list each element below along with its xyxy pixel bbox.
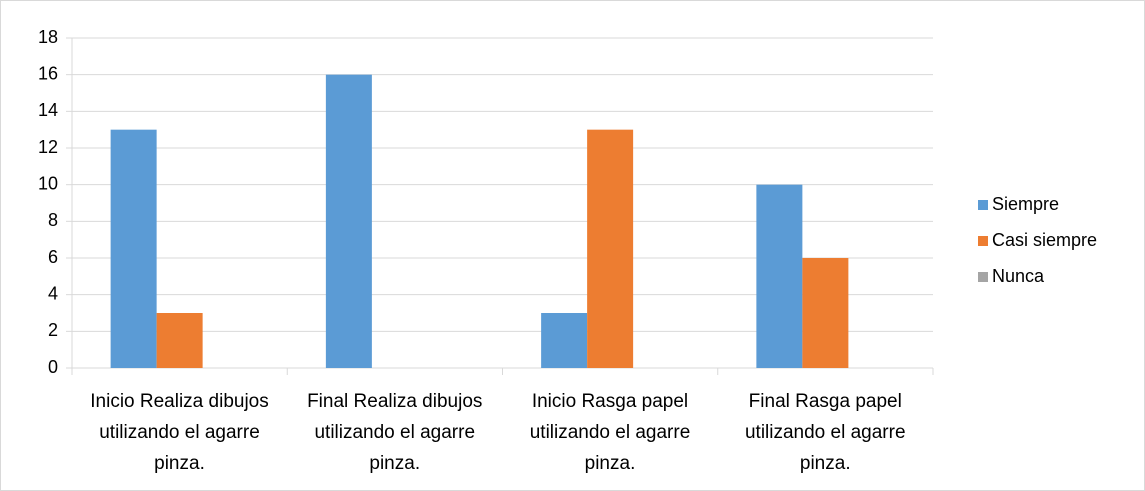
bar — [802, 258, 849, 368]
legend-label: Nunca — [992, 266, 1045, 286]
y-tick-label: 4 — [48, 283, 58, 303]
legend-label: Siempre — [992, 194, 1059, 214]
legend-label: Casi siempre — [992, 230, 1097, 250]
y-tick-label: 6 — [48, 247, 58, 267]
y-tick-label: 10 — [38, 173, 58, 193]
bar — [756, 184, 803, 368]
x-tick-label: Inicio Rasga papel utilizando el agarre … — [529, 391, 691, 474]
bar — [156, 313, 203, 368]
y-tick-label: 12 — [38, 137, 58, 157]
y-tick-label: 16 — [38, 63, 58, 83]
bar — [541, 313, 588, 368]
x-tick-label: Final Rasga papel utilizando el agarre p… — [744, 391, 906, 474]
bar — [110, 129, 157, 368]
y-tick-label: 14 — [38, 100, 58, 120]
bar — [587, 129, 634, 368]
y-tick-label: 2 — [48, 320, 58, 340]
y-tick-label: 8 — [48, 210, 58, 230]
bar — [325, 74, 372, 369]
x-tick-label: Inicio Realiza dibujos utilizando el aga… — [90, 391, 269, 474]
legend-swatch — [978, 236, 988, 246]
x-tick-label: Final Realiza dibujos utilizando el agar… — [307, 391, 483, 474]
y-tick-label: 18 — [38, 27, 58, 47]
y-tick-label: 0 — [48, 357, 58, 377]
legend-swatch — [978, 200, 988, 210]
legend-swatch — [978, 272, 988, 282]
